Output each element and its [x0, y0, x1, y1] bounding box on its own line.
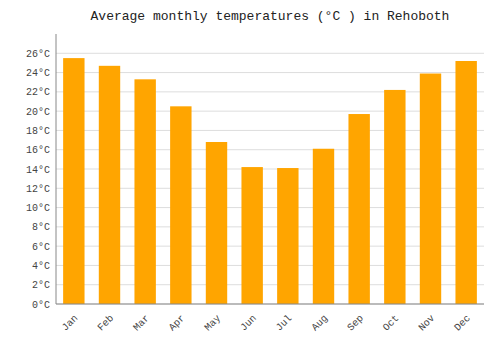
- bar: [420, 74, 441, 304]
- y-tick-label: 20°C: [26, 107, 50, 118]
- x-tick-label: Sep: [345, 313, 366, 334]
- x-tick-label: Feb: [96, 313, 117, 334]
- bar: [99, 66, 120, 304]
- bar: [241, 167, 262, 304]
- y-axis-line: [56, 34, 57, 304]
- x-tick-label: Jul: [274, 313, 295, 334]
- x-tick-label: Aug: [310, 313, 331, 334]
- bar: [313, 149, 334, 304]
- x-axis-line: [56, 304, 484, 305]
- chart-svg: Average monthly temperatures (°C ) in Re…: [0, 0, 500, 350]
- bar: [348, 114, 369, 304]
- x-tick-label: Apr: [167, 313, 188, 334]
- x-tick-label: Jan: [60, 313, 81, 334]
- bars: [63, 58, 477, 304]
- y-tick-label: 6°C: [32, 242, 50, 253]
- bar: [384, 90, 405, 304]
- x-tick-labels: Jan Feb Mar Apr May Jun Jul Aug Sep Oct Nov Dec: [60, 313, 473, 334]
- y-tick-label: 8°C: [32, 222, 50, 233]
- y-tick-labels: 0°C 2°C 4°C 6°C 8°C 10°C 12°C 14°C 16°C 18°C 20°C 2…: [26, 49, 50, 311]
- y-tick-label: 0°C: [32, 300, 50, 311]
- bar: [277, 168, 298, 304]
- y-tick-label: 22°C: [26, 87, 50, 98]
- bar: [134, 79, 155, 304]
- x-tick-label: Nov: [417, 313, 438, 334]
- bar: [455, 61, 476, 304]
- bar: [206, 142, 227, 304]
- title: Average monthly temperatures (°C ) in Re…: [91, 9, 450, 24]
- chart-container: Average monthly temperatures (°C ) in Re…: [0, 0, 500, 350]
- y-tick-label: 2°C: [32, 280, 50, 291]
- x-tick-label: Oct: [381, 313, 402, 334]
- bar: [170, 106, 191, 304]
- x-tick-label: Dec: [452, 313, 473, 334]
- y-tick-label: 18°C: [26, 126, 50, 137]
- x-tick-label: Mar: [131, 313, 152, 334]
- y-tick-label: 24°C: [26, 68, 50, 79]
- y-tick-label: 26°C: [26, 49, 50, 60]
- y-grid: [56, 53, 484, 304]
- y-tick-label: 12°C: [26, 184, 50, 195]
- grid-line: [56, 304, 484, 305]
- y-tick-label: 16°C: [26, 145, 50, 156]
- y-tick-label: 10°C: [26, 203, 50, 214]
- x-tick-label: May: [203, 313, 224, 334]
- bar: [63, 58, 84, 304]
- x-tick-label: Jun: [238, 313, 259, 334]
- y-tick-label: 4°C: [32, 261, 50, 272]
- grid-line: [56, 53, 484, 54]
- y-tick-label: 14°C: [26, 165, 50, 176]
